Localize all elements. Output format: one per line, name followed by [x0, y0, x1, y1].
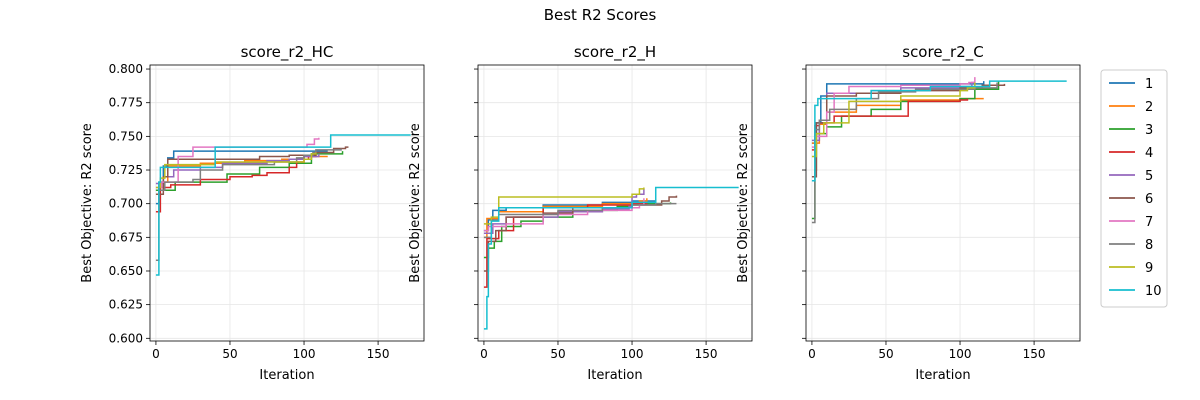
x-tick-label: 100 — [293, 347, 316, 361]
y-tick-label: 0.775 — [109, 96, 143, 110]
y-axis-label: Best Objective: R2 score — [80, 123, 95, 282]
series-line-10 — [811, 80, 1067, 182]
x-tick-label: 100 — [949, 347, 972, 361]
series-line-6 — [483, 195, 678, 272]
figure-suptitle: Best R2 Scores — [544, 6, 657, 24]
subplot-panel-3: score_r2_C Iteration Best Objective: R2 … — [736, 43, 1081, 383]
subplot-title: score_r2_H — [574, 43, 656, 62]
series-line-8 — [155, 148, 342, 261]
y-tick-label: 0.600 — [109, 331, 143, 345]
legend-label: 5 — [1145, 169, 1153, 184]
y-tick-label: 0.800 — [109, 62, 143, 76]
legend-label: 2 — [1145, 100, 1153, 115]
axes-frame — [149, 64, 425, 342]
subplot-title: score_r2_C — [902, 43, 984, 62]
legend-label: 4 — [1145, 146, 1153, 161]
y-tick-label: 0.675 — [109, 230, 143, 244]
x-axis-label: Iteration — [587, 368, 642, 383]
legend-label: 3 — [1145, 123, 1153, 138]
x-axis-label: Iteration — [915, 368, 970, 383]
x-tick-label: 50 — [550, 347, 565, 361]
x-tick-label: 50 — [878, 347, 893, 361]
y-axis-label: Best Objective: R2 score — [736, 123, 751, 282]
x-tick-label: 100 — [621, 347, 644, 361]
legend-label: 6 — [1145, 192, 1153, 207]
y-tick-label: 0.650 — [109, 264, 143, 278]
plot-area: 0 50 100 150 — [802, 64, 1081, 361]
legend: 1 2 3 4 5 6 7 8 9 10 — [1100, 69, 1168, 308]
subplot-panel-2: score_r2_H Iteration Best Objective: R2 … — [408, 43, 753, 383]
x-tick-label: 50 — [222, 347, 237, 361]
subplot-panel-1: score_r2_HC Iteration Best Objective: R2… — [80, 43, 425, 383]
series-line-10 — [155, 134, 411, 276]
series-line-9 — [483, 187, 645, 225]
series-line-3 — [811, 81, 1000, 220]
y-tick-label: 0.725 — [109, 163, 143, 177]
x-tick-label: 0 — [480, 347, 488, 361]
subplot-title: score_r2_HC — [241, 43, 334, 62]
plot-area: 0 50 100 150 0.600 0.625 0.650 0.675 0.700 0.725 0… — [109, 62, 425, 361]
x-tick-label: 0 — [808, 347, 816, 361]
y-tick-label: 0.700 — [109, 197, 143, 211]
x-tick-label: 150 — [1023, 347, 1046, 361]
legend-label: 10 — [1145, 284, 1162, 299]
series-line-7 — [811, 77, 976, 148]
series-line-7 — [483, 198, 645, 232]
y-axis-label: Best Objective: R2 score — [408, 123, 423, 282]
series-line-9 — [811, 82, 976, 158]
x-tick-label: 150 — [695, 347, 718, 361]
y-tick-label: 0.750 — [109, 129, 143, 143]
legend-label: 1 — [1145, 77, 1153, 92]
series-line-5 — [155, 153, 320, 185]
x-axis-label: Iteration — [259, 368, 314, 383]
legend-label: 7 — [1145, 215, 1153, 230]
x-tick-label: 150 — [367, 347, 390, 361]
legend-label: 9 — [1145, 261, 1153, 276]
series-line-8 — [811, 82, 998, 224]
x-tick-label: 0 — [152, 347, 160, 361]
axes-frame — [477, 64, 753, 342]
y-tick-label: 0.625 — [109, 298, 143, 312]
plot-area: 0 50 100 150 — [474, 64, 753, 361]
series-line-4 — [811, 98, 969, 151]
series-line-2 — [483, 198, 648, 239]
axes-frame — [805, 64, 1081, 342]
series-line-10 — [483, 186, 739, 330]
series-line-8 — [483, 202, 677, 239]
legend-label: 8 — [1145, 238, 1153, 253]
